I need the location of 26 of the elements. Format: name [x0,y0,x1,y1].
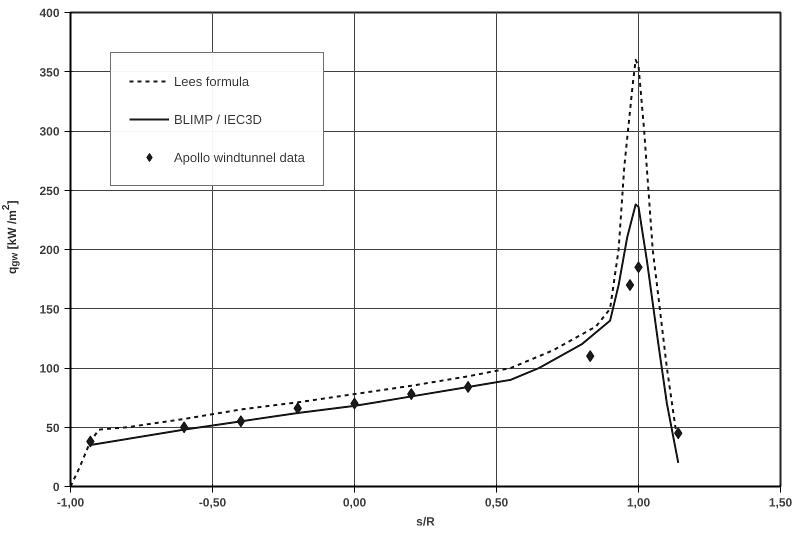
y-tick-label: 100 [39,362,60,376]
x-tick-label: 1,00 [626,496,651,510]
x-tick-label: -1,00 [56,496,84,510]
point [626,279,634,292]
y-tick-label: 0 [52,480,60,494]
point [634,261,643,274]
point [350,398,359,410]
x-tick-label: 0,00 [342,496,367,510]
legend-label: Apollo windtunnel data [174,150,305,164]
point [180,421,188,434]
y-tick-label: 50 [46,420,60,435]
x-tick-label: -0,50 [198,496,226,510]
y-tick-label: 200 [39,243,60,257]
x-axis-title: s/R [416,514,436,528]
x-tick-label: 0,50 [484,496,509,510]
y-tick-label: 350 [39,65,60,80]
point [236,415,246,428]
y-tick-label: 150 [39,302,60,316]
y-tick-label: 400 [39,6,60,20]
x-tick-label: 1,50 [768,496,793,510]
y-tick-label: 300 [39,124,60,138]
point [464,380,472,393]
legend-label: Lees formula [174,74,250,88]
point [86,435,95,448]
legend-label: BLIMP / IEC3D [174,112,262,126]
y-tick-label: 250 [39,184,60,198]
